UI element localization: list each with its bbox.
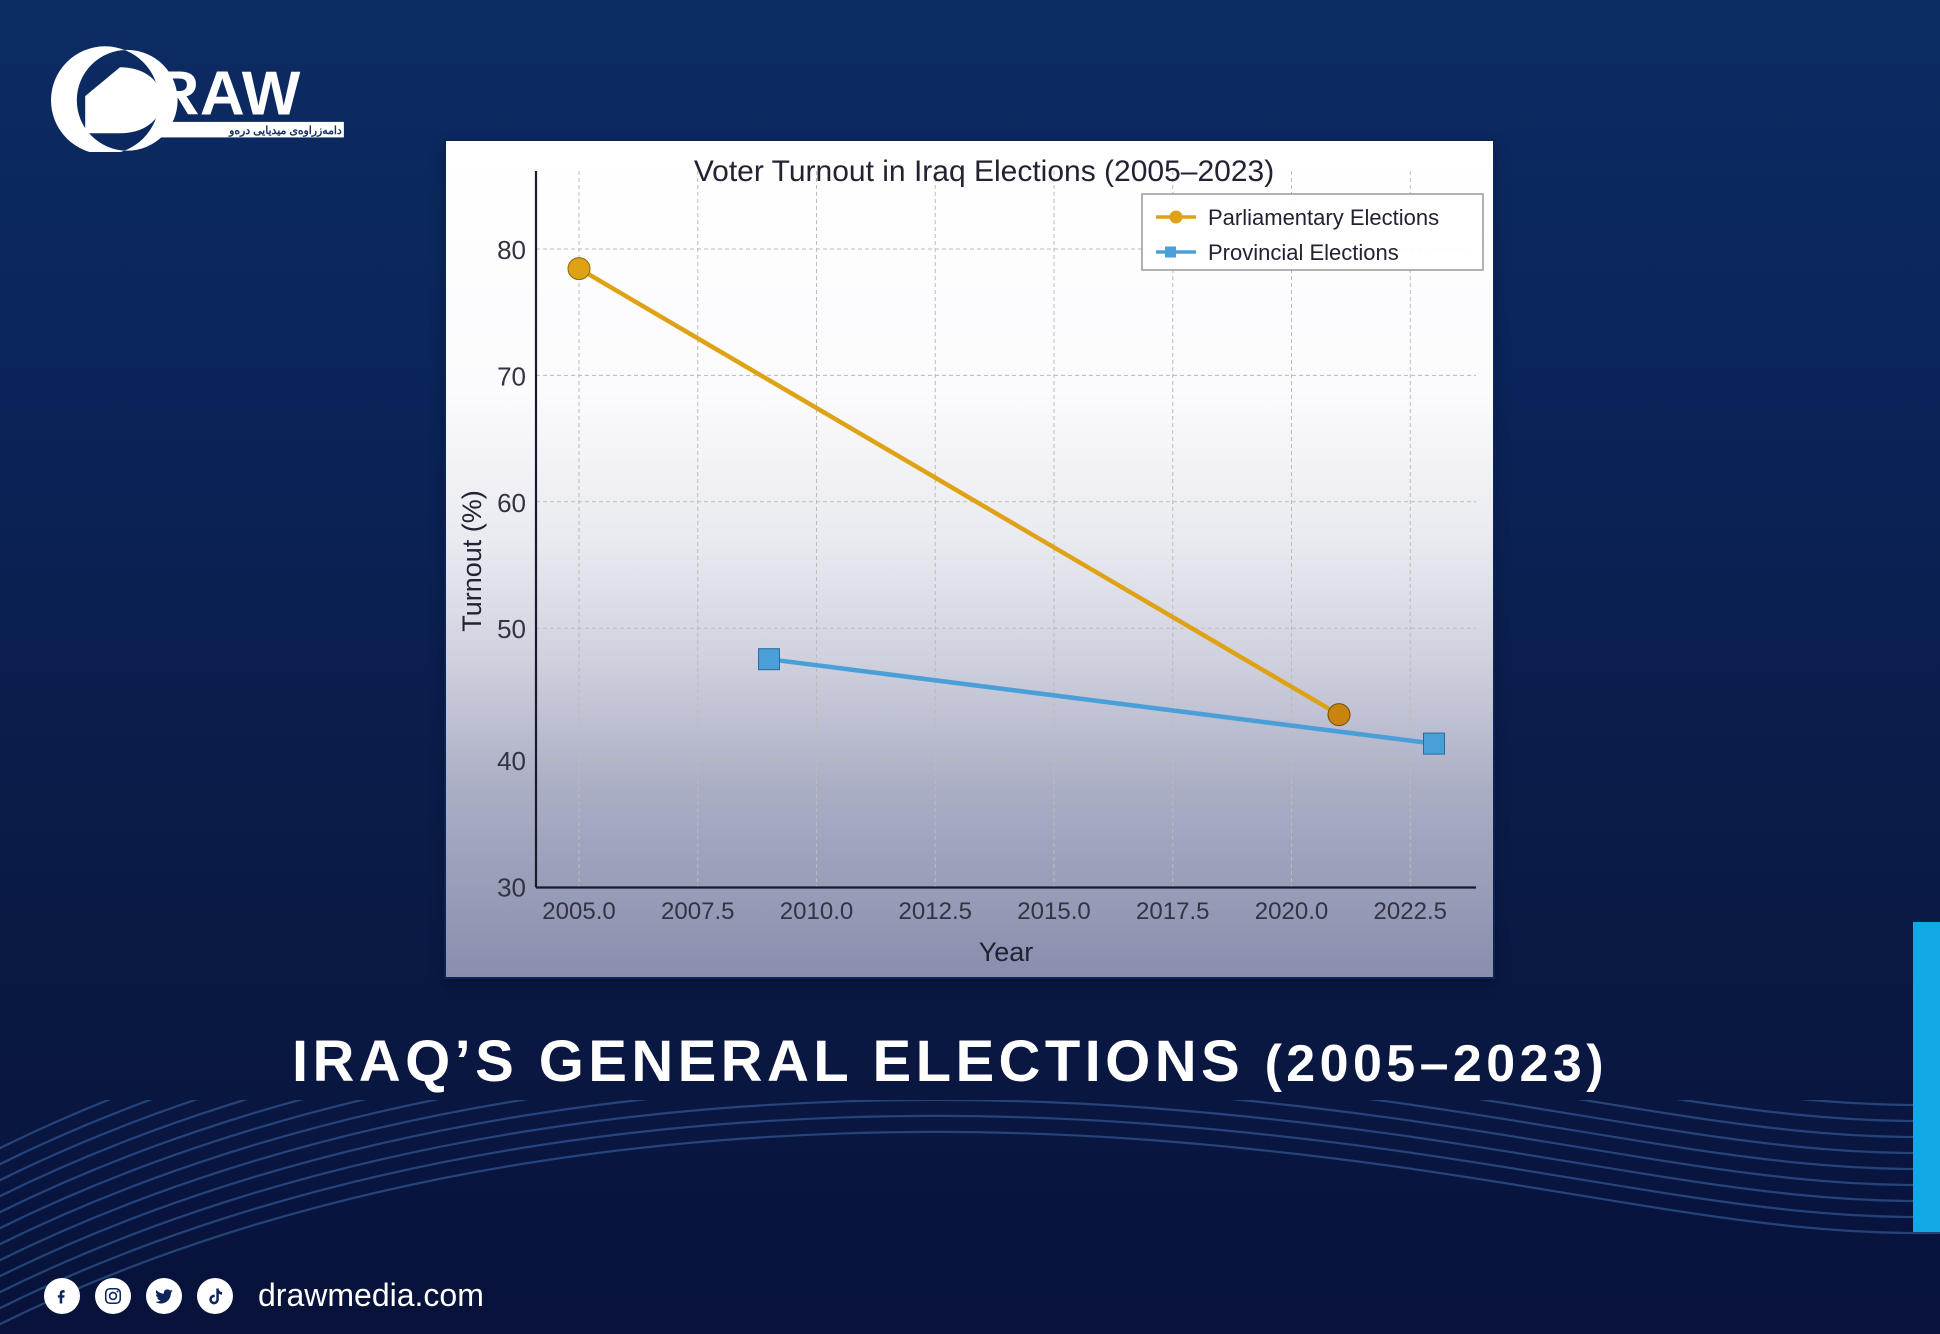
svg-text:40: 40 (497, 746, 526, 776)
svg-text:Year: Year (979, 937, 1034, 967)
svg-text:2017.5: 2017.5 (1136, 898, 1209, 925)
svg-text:80: 80 (497, 235, 526, 265)
svg-text:2005.0: 2005.0 (542, 898, 615, 925)
svg-text:Voter Turnout in Iraq Election: Voter Turnout in Iraq Elections (2005–20… (694, 155, 1274, 188)
svg-text:2022.5: 2022.5 (1374, 898, 1447, 925)
svg-text:50: 50 (497, 614, 526, 644)
svg-text:Provincial Elections: Provincial Elections (1208, 240, 1399, 265)
svg-text:2010.0: 2010.0 (780, 898, 853, 925)
svg-text:دامەزراوەی میدیایی درەو: دامەزراوەی میدیایی درەو (228, 125, 342, 137)
svg-text:30: 30 (497, 873, 526, 903)
svg-text:Turnout (%): Turnout (%) (457, 490, 487, 632)
svg-text:70: 70 (497, 361, 526, 391)
svg-text:2012.5: 2012.5 (899, 898, 972, 925)
svg-text:Parliamentary Elections: Parliamentary Elections (1208, 205, 1439, 230)
svg-text:60: 60 (497, 488, 526, 518)
svg-text:RAW: RAW (155, 60, 301, 129)
svg-text:2015.0: 2015.0 (1017, 898, 1090, 925)
svg-text:2007.5: 2007.5 (661, 898, 734, 925)
svg-text:2020.0: 2020.0 (1255, 898, 1328, 925)
